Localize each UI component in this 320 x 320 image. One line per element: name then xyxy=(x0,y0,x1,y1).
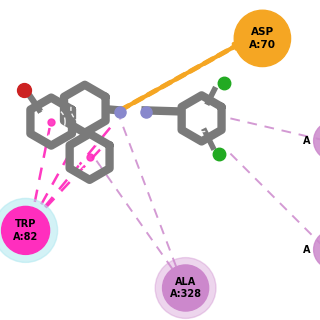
Text: A: A xyxy=(303,244,311,255)
Circle shape xyxy=(314,122,320,160)
Text: TRP
A:82: TRP A:82 xyxy=(13,219,38,242)
Circle shape xyxy=(0,198,58,262)
Text: ALA
A:328: ALA A:328 xyxy=(170,277,202,299)
Circle shape xyxy=(163,265,209,311)
Text: ASP
A:70: ASP A:70 xyxy=(249,27,276,50)
Circle shape xyxy=(2,206,50,254)
Circle shape xyxy=(314,230,320,269)
Text: A: A xyxy=(303,136,311,146)
Circle shape xyxy=(155,258,216,318)
Circle shape xyxy=(234,10,291,67)
